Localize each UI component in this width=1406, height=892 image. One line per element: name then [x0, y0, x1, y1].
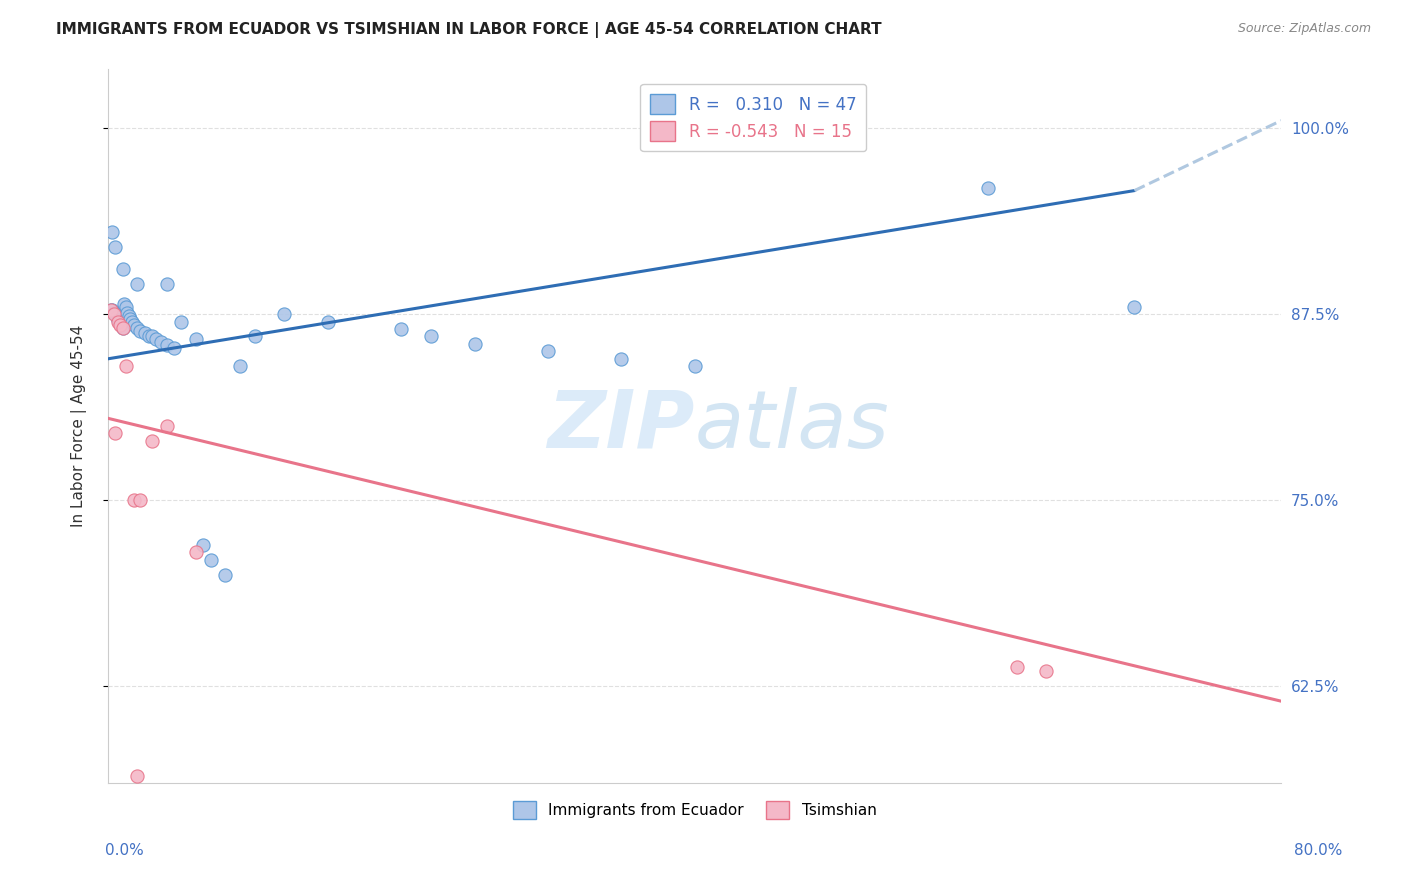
Point	[104, 240, 127, 254]
Point	[111, 320, 134, 334]
Point	[112, 296, 135, 310]
Point	[100, 302, 122, 317]
Legend: Immigrants from Ecuador, Tsimshian: Immigrants from Ecuador, Tsimshian	[506, 795, 883, 825]
Point	[184, 333, 207, 347]
Point	[170, 315, 193, 329]
Point	[1005, 660, 1028, 674]
Text: Source: ZipAtlas.com: Source: ZipAtlas.com	[1237, 22, 1371, 36]
Point	[316, 315, 339, 329]
Point	[114, 359, 136, 374]
Point	[464, 337, 486, 351]
Point	[100, 302, 122, 317]
Point	[101, 225, 124, 239]
Point	[108, 318, 131, 332]
Point	[104, 426, 127, 441]
Point	[1035, 665, 1057, 679]
Text: 80.0%: 80.0%	[1295, 843, 1343, 858]
Point	[977, 180, 1000, 194]
Text: atlas: atlas	[695, 387, 890, 465]
Point	[114, 300, 136, 314]
Y-axis label: In Labor Force | Age 45-54: In Labor Force | Age 45-54	[72, 325, 87, 527]
Point	[141, 434, 163, 448]
Point	[124, 318, 146, 332]
Point	[127, 277, 149, 292]
Text: IMMIGRANTS FROM ECUADOR VS TSIMSHIAN IN LABOR FORCE | AGE 45-54 CORRELATION CHAR: IMMIGRANTS FROM ECUADOR VS TSIMSHIAN IN …	[56, 22, 882, 38]
Point	[163, 342, 186, 356]
Point	[156, 418, 179, 433]
Point	[243, 329, 266, 343]
Text: 0.0%: 0.0%	[105, 843, 145, 858]
Point	[156, 277, 179, 292]
Point	[419, 329, 441, 343]
Point	[200, 553, 222, 567]
Point	[389, 322, 412, 336]
Point	[105, 310, 128, 325]
Point	[145, 333, 167, 347]
Point	[104, 307, 127, 321]
Point	[273, 307, 295, 321]
Point	[103, 307, 125, 321]
Point	[117, 309, 139, 323]
Point	[214, 567, 236, 582]
Point	[124, 493, 146, 508]
Point	[683, 359, 706, 374]
Point	[103, 306, 125, 320]
Point	[184, 545, 207, 559]
Point	[107, 313, 129, 327]
Point	[129, 324, 152, 338]
Point	[127, 320, 149, 334]
Point	[610, 351, 633, 366]
Point	[138, 329, 160, 343]
Point	[108, 315, 131, 329]
Text: ZIP: ZIP	[547, 387, 695, 465]
Point	[149, 335, 172, 350]
Point	[537, 344, 560, 359]
Point	[193, 538, 215, 552]
Point	[129, 493, 152, 508]
Point	[115, 306, 138, 320]
Point	[229, 359, 252, 374]
Point	[120, 311, 142, 326]
Point	[141, 329, 163, 343]
Point	[127, 769, 149, 783]
Point	[111, 320, 134, 334]
Point	[134, 326, 156, 341]
Point	[107, 315, 129, 329]
Point	[121, 315, 143, 329]
Point	[111, 262, 134, 277]
Point	[156, 338, 179, 352]
Point	[101, 302, 124, 317]
Point	[110, 318, 132, 332]
Point	[1123, 300, 1146, 314]
